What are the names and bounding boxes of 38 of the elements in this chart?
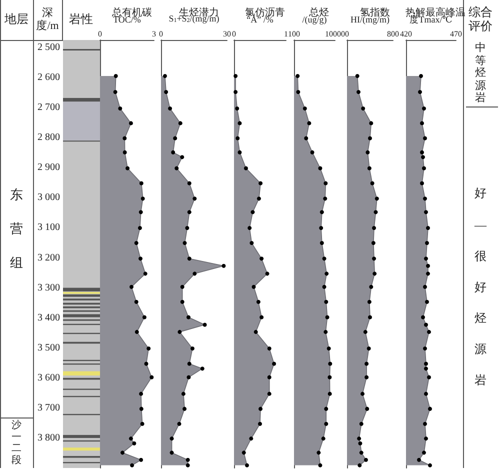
y-tick-label: 3 100	[38, 222, 60, 234]
x-tick-label: 0	[159, 30, 163, 38]
y-tick-label: 3 300	[38, 282, 60, 294]
y-tick-label: 2 600	[38, 72, 60, 84]
text: 中等烃源岩	[474, 42, 486, 106]
x-tick-label: 3	[152, 30, 156, 38]
y-tick-label: 2 900	[38, 162, 60, 174]
text: 岩性	[69, 12, 93, 27]
y-tick-label: 2 700	[38, 102, 60, 114]
x-tick-label: 470	[450, 30, 462, 38]
x-tick-label: 100	[288, 30, 300, 38]
text: 沙一二段	[11, 420, 22, 466]
y-tick-label: 3 000	[38, 192, 60, 204]
chart-title: 总有机碳	[111, 6, 152, 18]
text: 东营组	[10, 187, 23, 270]
x-tick-label: 0	[98, 30, 102, 38]
x-tick-label: 0	[345, 30, 349, 38]
y-tick-label: 3 500	[38, 342, 60, 354]
x-tick-label: 0	[232, 30, 236, 38]
x-tick-label: 420	[400, 30, 412, 38]
y-tick-label: 2 800	[38, 132, 60, 144]
y-tick-label: 2 500	[38, 42, 60, 54]
x-axis-title: HI/(mg/m)	[350, 14, 390, 24]
x-tick-label: 1	[284, 30, 288, 38]
y-tick-label: 3 700	[38, 402, 60, 414]
text: 地层	[4, 12, 28, 27]
x-tick-label: 10000	[325, 30, 345, 38]
text: 深度/m	[35, 7, 60, 33]
x-axis-title: /(ug/g)	[302, 14, 327, 24]
chart-title: 氯仿沥青	[245, 6, 285, 18]
text: 综合评价	[468, 5, 492, 33]
y-tick-label: 3 200	[38, 252, 60, 264]
y-tick-label: 3 400	[38, 312, 60, 324]
y-tick-label: 3 800	[38, 432, 60, 444]
x-tick-label: 800	[387, 30, 399, 38]
text: 好—很好烃源岩	[474, 186, 486, 388]
y-tick-label: 3 600	[38, 372, 60, 384]
x-tick-label: 30	[223, 30, 231, 38]
